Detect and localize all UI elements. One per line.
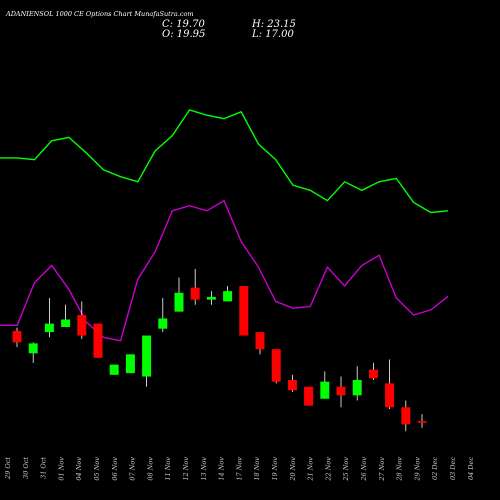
- candle: [304, 386, 314, 406]
- x-tick-label: 31 Oct: [40, 457, 48, 479]
- candle: [109, 364, 119, 375]
- x-tick-label: 12 Nov: [182, 457, 190, 481]
- x-tick-label: 02 Dec: [431, 457, 439, 480]
- candle-body: [109, 364, 119, 375]
- candle-body: [190, 287, 200, 300]
- high-value: H: 23.15: [251, 19, 296, 30]
- candle-body: [93, 323, 103, 358]
- candle-body: [142, 335, 152, 377]
- x-tick-label: 06 Nov: [111, 457, 119, 481]
- candle-body: [417, 420, 427, 423]
- candle: [206, 291, 216, 305]
- candle-body: [239, 286, 249, 336]
- candle-body: [304, 386, 314, 406]
- candle-body: [12, 331, 22, 343]
- x-tick-label: 30 Oct: [22, 457, 30, 479]
- x-tick-label: 08 Nov: [146, 457, 154, 481]
- x-tick-label: 05 Nov: [93, 457, 101, 481]
- candle-body: [255, 332, 265, 350]
- candle: [158, 297, 168, 333]
- candle-body: [44, 323, 54, 333]
- candle: [77, 301, 87, 339]
- candle-body: [287, 379, 297, 391]
- x-tick-label: 04 Dec: [467, 457, 475, 480]
- candle: [239, 286, 249, 336]
- x-tick-label: 29 Nov: [413, 457, 421, 482]
- open-value: O: 19.95: [162, 29, 205, 40]
- candle-body: [223, 291, 233, 302]
- candle-body: [368, 369, 378, 379]
- candle-body: [206, 296, 216, 300]
- candle-body: [61, 319, 71, 327]
- x-tick-label: 22 Nov: [324, 457, 332, 482]
- x-tick-label: 01 Nov: [57, 457, 65, 481]
- indicator-line-2: [0, 199, 449, 342]
- x-tick-label: 07 Nov: [129, 457, 137, 481]
- candle: [142, 335, 152, 387]
- candle: [61, 304, 71, 327]
- candle-body: [385, 383, 395, 408]
- candle-body: [174, 292, 184, 312]
- candle: [93, 323, 103, 358]
- candle-body: [125, 354, 135, 374]
- candle: [255, 332, 265, 355]
- x-tick-label: 04 Nov: [75, 457, 83, 481]
- chart-title: ADANIENSOL 1000 CE Options Chart MunafaS…: [5, 10, 194, 18]
- x-tick-label: 17 Nov: [235, 457, 243, 481]
- x-tick-label: 19 Nov: [271, 457, 279, 481]
- candle: [223, 286, 233, 302]
- indicator-lines: [0, 109, 449, 342]
- candle: [271, 349, 281, 384]
- x-tick-label: 27 Nov: [378, 457, 386, 482]
- low-value: L: 17.00: [251, 29, 294, 40]
- x-tick-label: 21 Nov: [307, 457, 315, 482]
- candle: [352, 366, 362, 401]
- candle-body: [320, 381, 330, 399]
- candle-body: [336, 386, 346, 396]
- candle-body: [77, 315, 87, 336]
- x-tick-label: 18 Nov: [253, 457, 261, 481]
- x-tick-label: 25 Nov: [342, 457, 350, 482]
- candle: [28, 342, 38, 363]
- candle: [320, 371, 330, 399]
- candle: [336, 376, 346, 408]
- x-tick-label: 03 Dec: [449, 457, 457, 480]
- x-tick-label: 29 Oct: [4, 457, 12, 480]
- candle: [12, 327, 22, 348]
- candle: [385, 359, 395, 409]
- x-tick-label: 26 Nov: [360, 457, 368, 482]
- candle: [190, 268, 200, 305]
- candle-body: [158, 318, 168, 329]
- x-tick-label: 28 Nov: [396, 457, 404, 482]
- candle-body: [352, 379, 362, 396]
- candles: [12, 268, 427, 432]
- x-tick-label: 20 Nov: [289, 457, 297, 482]
- close-value: C: 19.70: [162, 19, 205, 30]
- x-tick-label: 11 Nov: [164, 457, 172, 481]
- candle: [368, 362, 378, 380]
- x-tick-label: 13 Nov: [200, 457, 208, 481]
- candle-body: [28, 343, 38, 354]
- candle: [125, 354, 135, 374]
- candle: [44, 297, 54, 338]
- candle: [174, 277, 184, 312]
- candle: [417, 414, 427, 428]
- candle-body: [271, 349, 281, 382]
- x-tick-label: 14 Nov: [218, 457, 226, 481]
- indicator-line-1: [0, 109, 449, 214]
- candle: [287, 374, 297, 392]
- candle-body: [401, 407, 411, 425]
- candle: [401, 400, 411, 432]
- x-axis-ticks: 29 Oct 30 Oct 31 Oct 01 Nov 04 Nov 05 Nov 06 N…: [4, 457, 475, 482]
